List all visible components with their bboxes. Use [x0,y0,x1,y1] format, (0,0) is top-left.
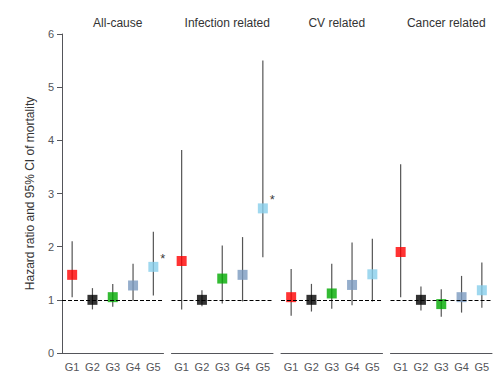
svg-text:1: 1 [48,294,54,306]
svg-text:2: 2 [48,241,54,253]
svg-text:G3: G3 [434,361,449,373]
svg-text:G2: G2 [195,361,210,373]
svg-text:G1: G1 [65,361,80,373]
svg-text:G4: G4 [126,361,141,373]
svg-text:CV related: CV related [308,16,365,30]
svg-text:G1: G1 [174,361,189,373]
svg-text:0: 0 [48,347,54,359]
svg-text:*: * [160,251,165,266]
svg-text:G3: G3 [215,361,230,373]
svg-text:G2: G2 [304,361,319,373]
svg-text:G5: G5 [146,361,161,373]
svg-text:Infection related: Infection related [185,16,270,30]
svg-text:Cancer related: Cancer related [407,16,486,30]
svg-text:G5: G5 [256,361,271,373]
svg-text:G1: G1 [393,361,408,373]
svg-text:G2: G2 [414,361,429,373]
svg-text:*: * [270,192,275,207]
svg-text:G2: G2 [85,361,100,373]
svg-text:All-cause: All-cause [93,16,143,30]
svg-text:Hazard ratio and 95% CI of mor: Hazard ratio and 95% CI of mortality [23,97,37,290]
svg-text:G5: G5 [475,361,490,373]
svg-text:6: 6 [48,28,54,40]
svg-text:G3: G3 [105,361,120,373]
svg-text:G5: G5 [365,361,380,373]
svg-text:G4: G4 [345,361,360,373]
svg-text:G4: G4 [235,361,250,373]
svg-text:5: 5 [48,81,54,93]
svg-text:G3: G3 [324,361,339,373]
svg-text:G4: G4 [454,361,469,373]
svg-text:3: 3 [48,188,54,200]
svg-text:G1: G1 [284,361,299,373]
svg-text:4: 4 [48,134,54,146]
